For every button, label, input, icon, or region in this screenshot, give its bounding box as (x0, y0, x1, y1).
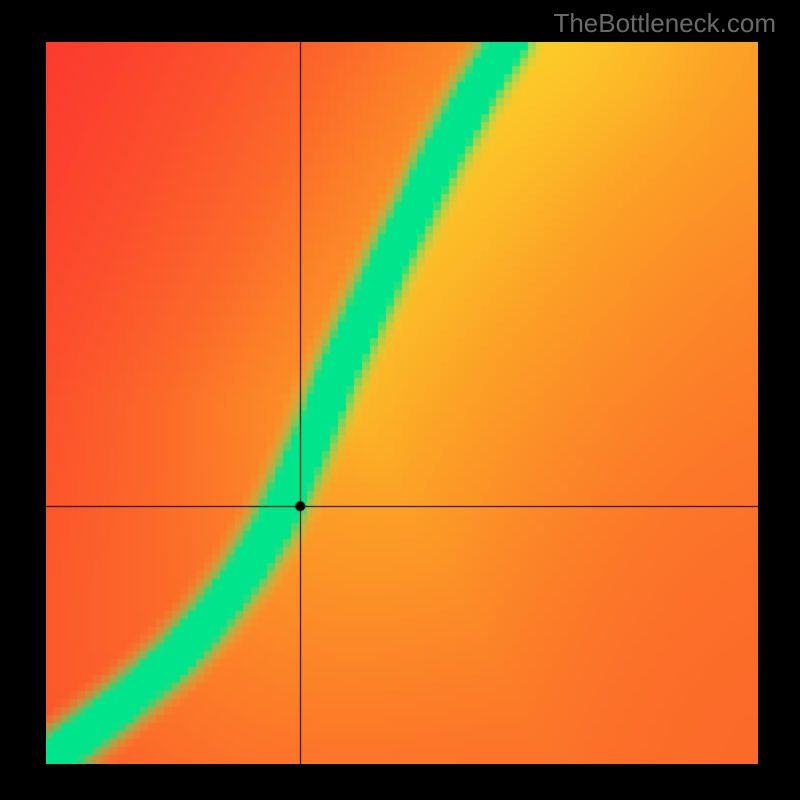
bottleneck-heatmap (46, 42, 758, 764)
watermark-text: TheBottleneck.com (553, 8, 776, 39)
chart-container: { "watermark": { "text": "TheBottleneck.… (0, 0, 800, 800)
